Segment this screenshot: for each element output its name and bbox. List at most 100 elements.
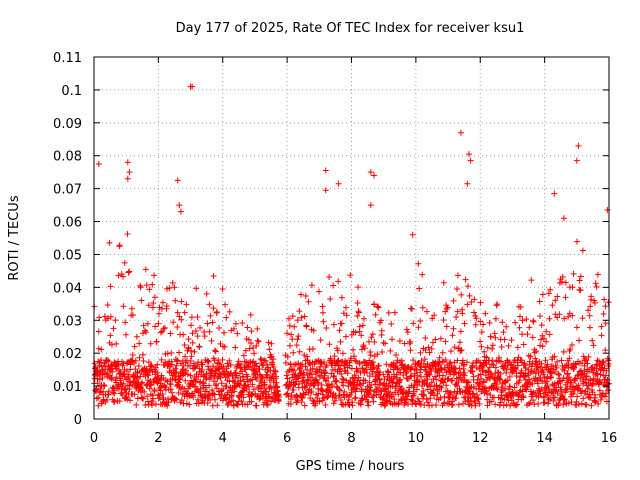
data-point [355, 284, 362, 291]
data-point [527, 353, 534, 360]
data-point [579, 247, 586, 254]
data-point [254, 325, 261, 332]
data-point [380, 371, 387, 378]
y-tick-label: 0.06 [53, 216, 82, 231]
x-axis-label: GPS time / hours [296, 459, 405, 474]
data-point [319, 309, 326, 316]
data-point [137, 282, 144, 289]
data-point [139, 379, 146, 386]
data-point [96, 389, 103, 396]
data-point [341, 388, 348, 395]
data-point [422, 334, 429, 341]
y-tick-label: 0.1 [61, 84, 82, 99]
data-point [492, 370, 499, 377]
data-point [564, 371, 571, 378]
data-point [590, 375, 597, 382]
data-point [145, 372, 152, 379]
data-point [206, 301, 213, 308]
data-point [332, 378, 339, 385]
data-point [120, 273, 127, 280]
data-point [302, 293, 309, 300]
data-point [425, 344, 432, 351]
data-point [530, 318, 537, 325]
data-point [123, 368, 130, 375]
data-point [449, 377, 456, 384]
data-point [394, 364, 401, 371]
data-point [541, 374, 548, 381]
data-point [320, 395, 327, 402]
data-point [435, 362, 442, 369]
data-point [462, 276, 469, 283]
data-point [574, 372, 581, 379]
data-point [245, 336, 252, 343]
data-point [371, 172, 378, 179]
data-point [544, 392, 551, 399]
y-tick-label: 0.09 [53, 117, 82, 132]
data-point [492, 315, 499, 322]
data-point [98, 346, 105, 353]
data-point [343, 312, 350, 319]
data-point [129, 352, 136, 359]
data-point [389, 379, 396, 386]
data-point [372, 311, 379, 318]
data-point [520, 394, 527, 401]
data-point [204, 400, 211, 407]
data-point [263, 361, 270, 368]
data-point [234, 330, 241, 337]
data-point [171, 284, 178, 291]
data-point [213, 381, 220, 388]
data-point [191, 348, 198, 355]
data-point [365, 390, 372, 397]
data-point [122, 331, 129, 338]
data-point [341, 362, 348, 369]
data-point [119, 392, 126, 399]
data-point [194, 313, 201, 320]
data-point [116, 242, 123, 249]
data-point [284, 375, 291, 382]
y-tick-label: 0.11 [53, 51, 82, 66]
data-point [115, 272, 122, 279]
data-point [296, 380, 303, 387]
data-point [293, 342, 300, 349]
data-point [232, 320, 239, 327]
data-point [382, 340, 389, 347]
data-point [555, 400, 562, 407]
data-point [374, 351, 381, 358]
data-point [368, 334, 375, 341]
data-point [310, 327, 317, 334]
data-point [560, 215, 567, 222]
data-point [536, 298, 543, 305]
data-point [207, 312, 214, 319]
data-point [472, 321, 479, 328]
data-point [209, 402, 216, 409]
data-point [294, 397, 301, 404]
data-point [497, 358, 504, 365]
data-point [108, 375, 115, 382]
data-point [455, 378, 462, 385]
data-point [573, 157, 580, 164]
data-point [135, 362, 142, 369]
data-point [321, 359, 328, 366]
data-point [569, 284, 576, 291]
data-point [354, 312, 361, 319]
data-point [122, 386, 129, 393]
data-point [604, 377, 611, 384]
data-point [167, 330, 174, 337]
data-point [232, 369, 239, 376]
data-point [548, 370, 555, 377]
data-point [152, 364, 159, 371]
data-point [432, 373, 439, 380]
data-point [443, 382, 450, 389]
data-point [288, 392, 295, 399]
data-point [443, 323, 450, 330]
data-point [457, 328, 464, 335]
data-point [423, 308, 430, 315]
data-point [421, 391, 428, 398]
data-point [188, 353, 195, 360]
data-point [182, 377, 189, 384]
data-point [554, 293, 561, 300]
data-point [295, 375, 302, 382]
data-point [347, 355, 354, 362]
data-point [196, 365, 203, 372]
data-point [111, 390, 118, 397]
